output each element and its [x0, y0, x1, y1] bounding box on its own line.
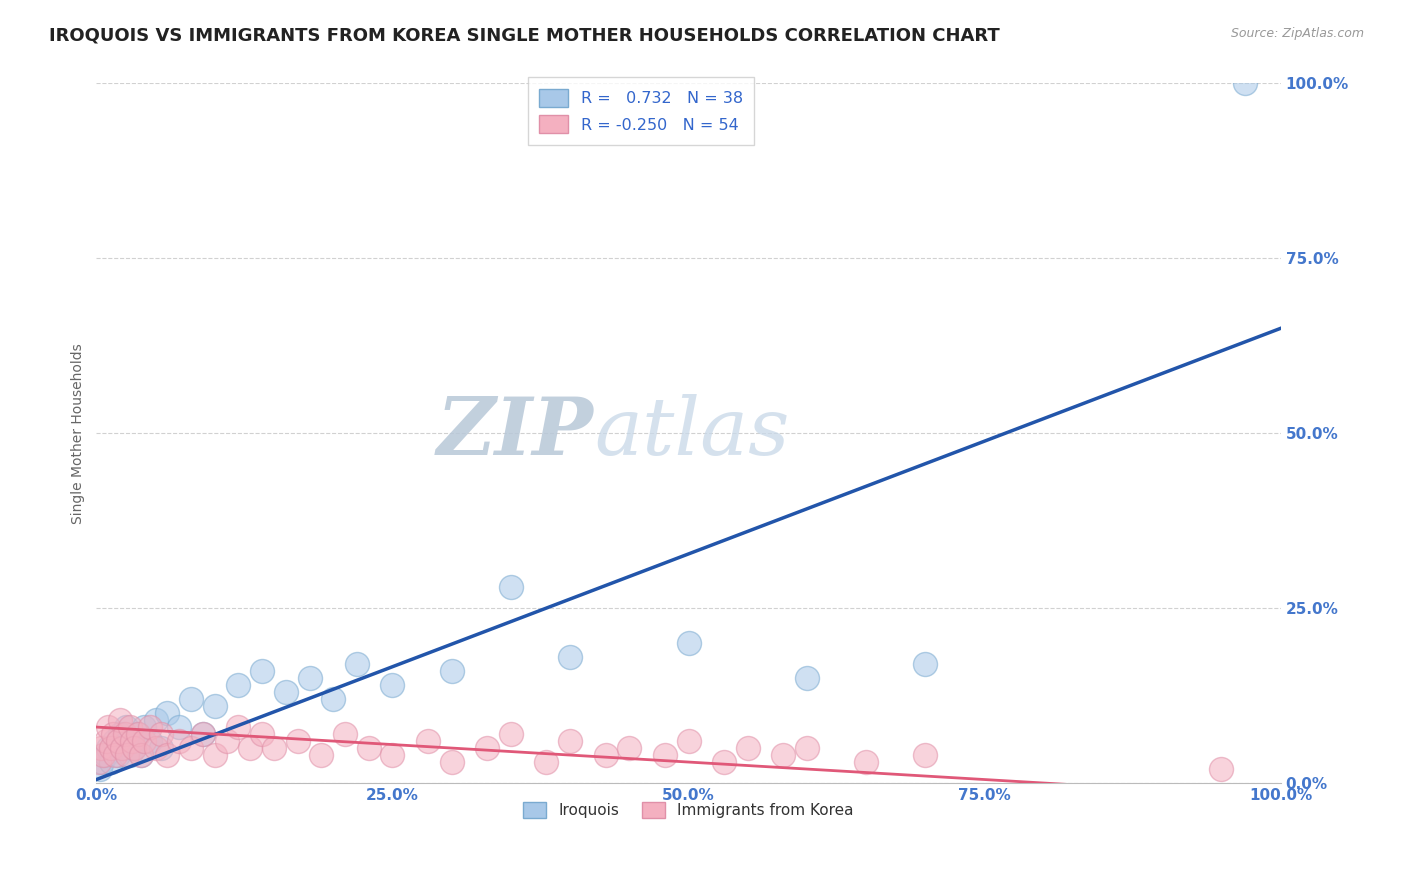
- Point: [100, 741, 122, 756]
- Point: [104, 747, 127, 762]
- Point: [103, 734, 125, 748]
- Point: [127, 727, 149, 741]
- Point: [94, 734, 117, 748]
- Point: [204, 747, 226, 762]
- Point: [1211, 762, 1233, 776]
- Point: [855, 755, 877, 769]
- Point: [536, 755, 558, 769]
- Text: ZIP: ZIP: [437, 394, 593, 472]
- Point: [90, 741, 112, 756]
- Point: [914, 747, 936, 762]
- Point: [499, 580, 522, 594]
- Point: [156, 747, 179, 762]
- Point: [381, 747, 404, 762]
- Point: [180, 741, 202, 756]
- Point: [191, 727, 214, 741]
- Point: [914, 657, 936, 672]
- Point: [287, 734, 309, 748]
- Point: [131, 747, 153, 762]
- Text: IROQUOIS VS IMMIGRANTS FROM KOREA SINGLE MOTHER HOUSEHOLDS CORRELATION CHART: IROQUOIS VS IMMIGRANTS FROM KOREA SINGLE…: [49, 27, 1000, 45]
- Point: [132, 720, 155, 734]
- Point: [619, 741, 641, 756]
- Point: [298, 671, 321, 685]
- Point: [121, 734, 143, 748]
- Point: [250, 664, 273, 678]
- Point: [678, 636, 700, 650]
- Point: [440, 664, 463, 678]
- Point: [115, 720, 138, 734]
- Point: [118, 720, 141, 734]
- Point: [107, 734, 129, 748]
- Point: [346, 657, 368, 672]
- Point: [737, 741, 759, 756]
- Point: [357, 741, 380, 756]
- Point: [121, 734, 143, 748]
- Point: [114, 727, 136, 741]
- Point: [381, 678, 404, 692]
- Point: [1234, 77, 1257, 91]
- Point: [97, 720, 120, 734]
- Point: [156, 706, 179, 720]
- Point: [111, 741, 134, 756]
- Point: [115, 747, 138, 762]
- Legend: Iroquois, Immigrants from Korea: Iroquois, Immigrants from Korea: [517, 797, 860, 824]
- Point: [167, 720, 190, 734]
- Y-axis label: Single Mother Households: Single Mother Households: [72, 343, 86, 524]
- Point: [333, 727, 356, 741]
- Point: [499, 727, 522, 741]
- Point: [101, 727, 124, 741]
- Point: [678, 734, 700, 748]
- Point: [145, 741, 167, 756]
- Point: [440, 755, 463, 769]
- Point: [228, 720, 250, 734]
- Point: [122, 741, 145, 756]
- Point: [713, 755, 735, 769]
- Point: [138, 720, 160, 734]
- Point: [91, 755, 114, 769]
- Point: [595, 747, 617, 762]
- Text: Source: ZipAtlas.com: Source: ZipAtlas.com: [1230, 27, 1364, 40]
- Point: [97, 741, 120, 756]
- Point: [274, 685, 297, 699]
- Point: [138, 734, 160, 748]
- Point: [132, 734, 155, 748]
- Point: [108, 713, 131, 727]
- Point: [250, 727, 273, 741]
- Point: [558, 734, 581, 748]
- Point: [100, 755, 122, 769]
- Point: [322, 692, 344, 706]
- Point: [311, 747, 333, 762]
- Point: [796, 671, 818, 685]
- Point: [89, 762, 111, 776]
- Point: [108, 727, 131, 741]
- Point: [180, 692, 202, 706]
- Point: [477, 741, 499, 756]
- Point: [263, 741, 285, 756]
- Point: [215, 734, 238, 748]
- Point: [111, 741, 134, 756]
- Point: [150, 727, 173, 741]
- Point: [127, 727, 149, 741]
- Point: [204, 699, 226, 714]
- Point: [228, 678, 250, 692]
- Point: [150, 741, 173, 756]
- Point: [416, 734, 439, 748]
- Point: [122, 741, 145, 756]
- Text: atlas: atlas: [593, 394, 789, 472]
- Point: [93, 747, 115, 762]
- Point: [654, 747, 676, 762]
- Point: [167, 734, 190, 748]
- Point: [87, 755, 110, 769]
- Point: [239, 741, 262, 756]
- Point: [94, 747, 117, 762]
- Point: [145, 713, 167, 727]
- Point: [118, 747, 141, 762]
- Point: [107, 747, 129, 762]
- Point: [772, 747, 794, 762]
- Point: [131, 747, 153, 762]
- Point: [558, 650, 581, 665]
- Point: [191, 727, 214, 741]
- Point: [796, 741, 818, 756]
